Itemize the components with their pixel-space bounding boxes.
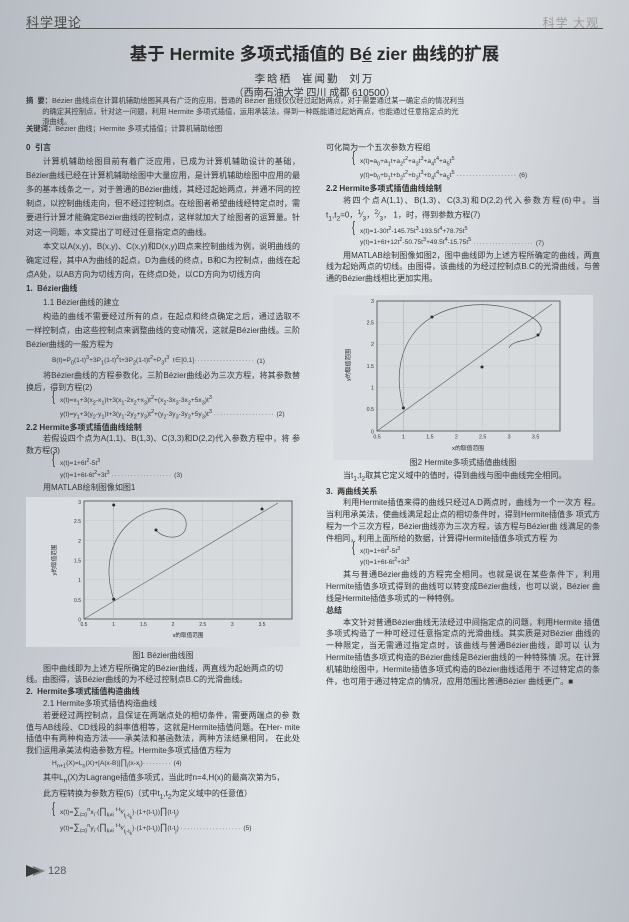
svg-text:2.5: 2.5 [479,435,486,441]
svg-text:0: 0 [371,430,374,436]
svg-text:0.5: 0.5 [81,622,88,628]
svg-text:3.5: 3.5 [532,435,539,441]
svg-text:0.5: 0.5 [367,407,374,413]
svg-text:2.5: 2.5 [74,519,81,525]
svg-text:0.5: 0.5 [74,597,81,603]
svg-text:2.5: 2.5 [367,321,374,327]
svg-text:1.5: 1.5 [140,622,147,628]
svg-text:2: 2 [455,435,458,441]
svg-text:y的取值范围: y的取值范围 [50,544,58,575]
svg-text:2.5: 2.5 [199,622,206,628]
svg-text:y的取值范围: y的取值范围 [344,349,352,381]
svg-text:1.5: 1.5 [367,364,374,370]
svg-text:1: 1 [402,435,405,441]
svg-text:x的取值范围: x的取值范围 [452,444,484,452]
svg-text:1.5: 1.5 [426,435,433,441]
svg-text:1: 1 [112,622,115,628]
svg-text:2: 2 [371,342,374,348]
svg-text:3: 3 [78,500,81,506]
svg-text:1: 1 [371,386,374,392]
svg-text:3: 3 [508,435,511,441]
svg-text:3: 3 [371,299,374,305]
svg-text:2: 2 [78,538,81,544]
svg-text:1.5: 1.5 [74,558,81,564]
svg-text:3: 3 [231,622,234,628]
svg-text:2: 2 [172,622,175,628]
svg-text:0: 0 [78,617,81,623]
svg-text:3.5: 3.5 [259,622,266,628]
svg-text:0.5: 0.5 [373,435,380,441]
svg-text:x的取值范围: x的取值范围 [173,631,204,639]
svg-text:1: 1 [78,578,81,584]
